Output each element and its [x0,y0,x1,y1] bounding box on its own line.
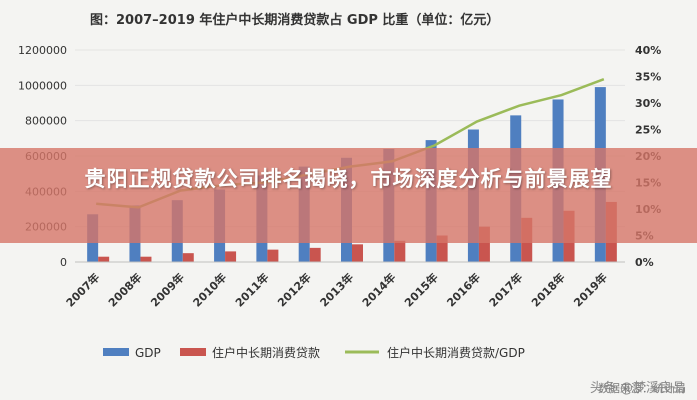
y-left-tick-label: 0 [60,256,67,269]
x-tick-label: 2009年 [148,270,187,309]
chart-title: 图：2007–2019 年住户中长期消费贷款占 GDP 比重（单位：亿元） [90,12,499,28]
x-tick-label: 2013年 [317,270,356,309]
y-right-tick-label: 30% [635,97,661,110]
bar-loans [140,256,152,262]
x-tick-label: 2008年 [105,270,144,309]
legend-label: 住户中长期消费贷款 [212,345,320,360]
y-right-tick-label: 25% [635,124,661,137]
legend-swatch [103,348,129,356]
headline-banner [0,148,697,243]
x-tick-label: 2014年 [359,270,398,309]
bar-loans [436,235,448,262]
x-tick-label: 2012年 [274,270,313,309]
bar-loans [352,244,363,262]
bar-loans [478,226,490,262]
watermark: 头条 @梦溪良品 [589,381,685,396]
legend-swatch [180,348,206,356]
source-note: 数据来源：统计局 [598,381,686,395]
bar-loans [267,249,279,262]
y-right-tick-label: 35% [635,71,661,84]
x-tick-label: 2011年 [232,270,271,309]
y-left-tick-label: 1000000 [18,79,67,92]
legend-label: 住户中长期消费贷款/GDP [387,345,525,360]
x-tick-label: 2017年 [486,270,525,309]
bar-loans [394,240,406,262]
bar-loans [98,256,110,262]
y-left-tick-label: 1200000 [18,44,67,57]
x-tick-label: 2015年 [401,270,440,309]
x-tick-label: 2018年 [528,270,567,309]
x-tick-label: 2019年 [571,270,610,309]
y-right-tick-label: 40% [635,44,661,57]
x-axis: 2007年 2008年 2009年 2010年 2011年 2012年 2013年 2014年… [63,261,625,310]
x-tick-label: 2010年 [190,270,229,309]
headline-text: 贵阳正规贷款公司排名揭晓，市场深度分析与前景展望 [84,167,613,191]
x-tick-label: 2016年 [444,270,483,309]
legend-label: GDP [135,346,161,360]
bar-loans [309,247,321,262]
y-left-tick-label: 800000 [25,115,67,128]
y-right-tick-label: 0% [635,256,654,269]
bar-loans [225,251,237,262]
legend: GDP 住户中长期消费贷款 住户中长期消费贷款/GDP [103,345,525,360]
bar-loans [182,253,194,262]
x-tick-label: 2007年 [63,270,102,309]
